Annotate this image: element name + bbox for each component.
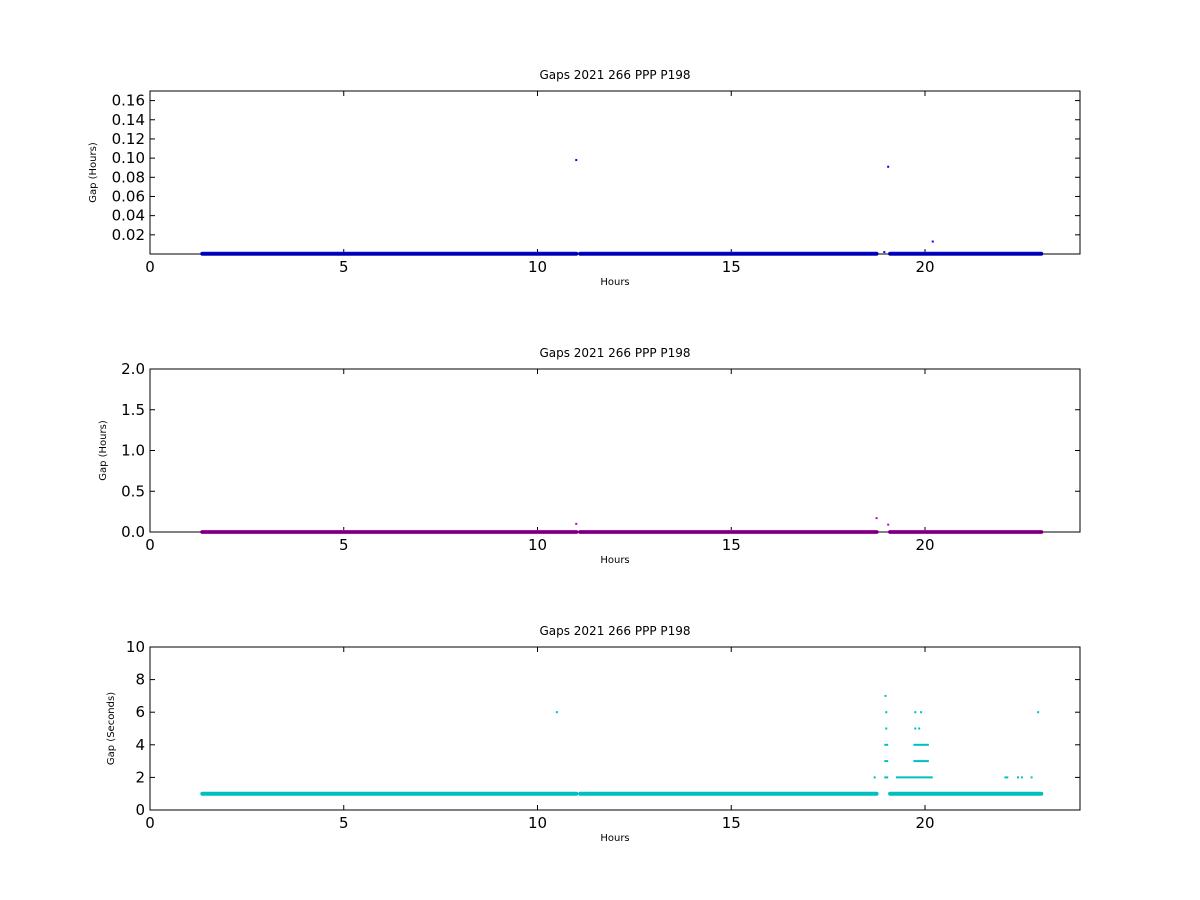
- data-point: [914, 711, 917, 714]
- data-point: [575, 159, 578, 162]
- x-tick-label: 15: [722, 258, 741, 276]
- y-axis-label: Gap (Hours): [88, 142, 99, 203]
- y-tick-label: 1.5: [121, 401, 145, 419]
- y-tick-label: 0.14: [112, 111, 145, 129]
- data-point: [920, 711, 923, 714]
- x-tick-label: 15: [722, 814, 741, 832]
- data-point: [575, 522, 578, 525]
- y-tick-label: 2: [135, 768, 145, 786]
- data-point: [885, 711, 888, 714]
- data-point: [885, 727, 888, 730]
- y-tick-label: 0.0: [121, 523, 145, 541]
- y-tick-label: 4: [135, 736, 145, 754]
- data-point: [1030, 776, 1033, 779]
- x-tick-label: 0: [145, 536, 155, 554]
- y-tick-label: 1.0: [121, 442, 145, 460]
- y-tick-label: 0.16: [112, 92, 145, 110]
- y-tick-label: 0: [135, 801, 145, 819]
- data-point: [884, 694, 887, 697]
- chart-title: Gaps 2021 266 PPP P198: [539, 624, 690, 638]
- data-point: [1017, 776, 1019, 779]
- y-tick-label: 0.08: [112, 168, 145, 186]
- x-tick-label: 10: [528, 814, 547, 832]
- chart-title: Gaps 2021 266 PPP P198: [539, 346, 690, 360]
- plot-frame: [149, 368, 1081, 533]
- chart-panel-1: Gaps 2021 266 PPP P198 Hours Gap (Hours) 0 5…: [88, 68, 1081, 288]
- data-point: [1037, 711, 1040, 714]
- x-tick-label: 5: [339, 536, 349, 554]
- y-axis-label: Gap (Hours): [98, 420, 109, 481]
- x-tick-label: 0: [145, 814, 155, 832]
- y-tick-label: 0.06: [112, 187, 145, 205]
- plot-frame: [149, 90, 1081, 255]
- x-tick-label: 5: [339, 814, 349, 832]
- y-axis-label: Gap (Seconds): [106, 692, 117, 765]
- data-point: [875, 517, 878, 520]
- data-point: [918, 727, 921, 730]
- y-tick-label: 6: [135, 703, 145, 721]
- data-point: [1020, 776, 1023, 779]
- plot-area: [150, 647, 1080, 810]
- x-tick-label: 0: [145, 258, 155, 276]
- data-point: [914, 727, 917, 730]
- data-point: [887, 523, 890, 526]
- x-tick-label: 20: [915, 536, 934, 554]
- x-axis-label: Hours: [600, 277, 629, 288]
- data-point: [555, 711, 558, 714]
- data-point: [931, 240, 934, 243]
- plot-area: [150, 369, 1080, 532]
- y-tick-label: 0.02: [112, 226, 145, 244]
- chart-panel-3: Gaps 2021 266 PPP P198 Hours Gap (Seconds)…: [106, 624, 1081, 844]
- x-tick-label: 15: [722, 536, 741, 554]
- y-tick-label: 10: [126, 638, 145, 656]
- y-tick-label: 8: [135, 671, 145, 689]
- y-tick-label: 0.04: [112, 207, 145, 225]
- x-tick-label: 5: [339, 258, 349, 276]
- chart-title: Gaps 2021 266 PPP P198: [539, 68, 690, 82]
- y-tick-label: 2.0: [121, 360, 145, 378]
- data-point: [887, 165, 890, 168]
- data-point: [873, 776, 876, 779]
- data-point: [883, 251, 886, 254]
- plot-frame: [149, 646, 1081, 811]
- x-axis-label: Hours: [600, 833, 629, 844]
- x-tick-label: 20: [915, 258, 934, 276]
- plot-area: [150, 91, 1080, 254]
- x-tick-label: 10: [528, 258, 547, 276]
- x-tick-label: 20: [915, 814, 934, 832]
- x-tick-label: 10: [528, 536, 547, 554]
- y-tick-label: 0.12: [112, 130, 145, 148]
- y-tick-label: 0.5: [121, 482, 145, 500]
- x-axis-label: Hours: [600, 555, 629, 566]
- chart-panel-2: Gaps 2021 266 PPP P198 Hours Gap (Hours) 0 5…: [98, 346, 1081, 566]
- y-tick-label: 0.10: [112, 149, 145, 167]
